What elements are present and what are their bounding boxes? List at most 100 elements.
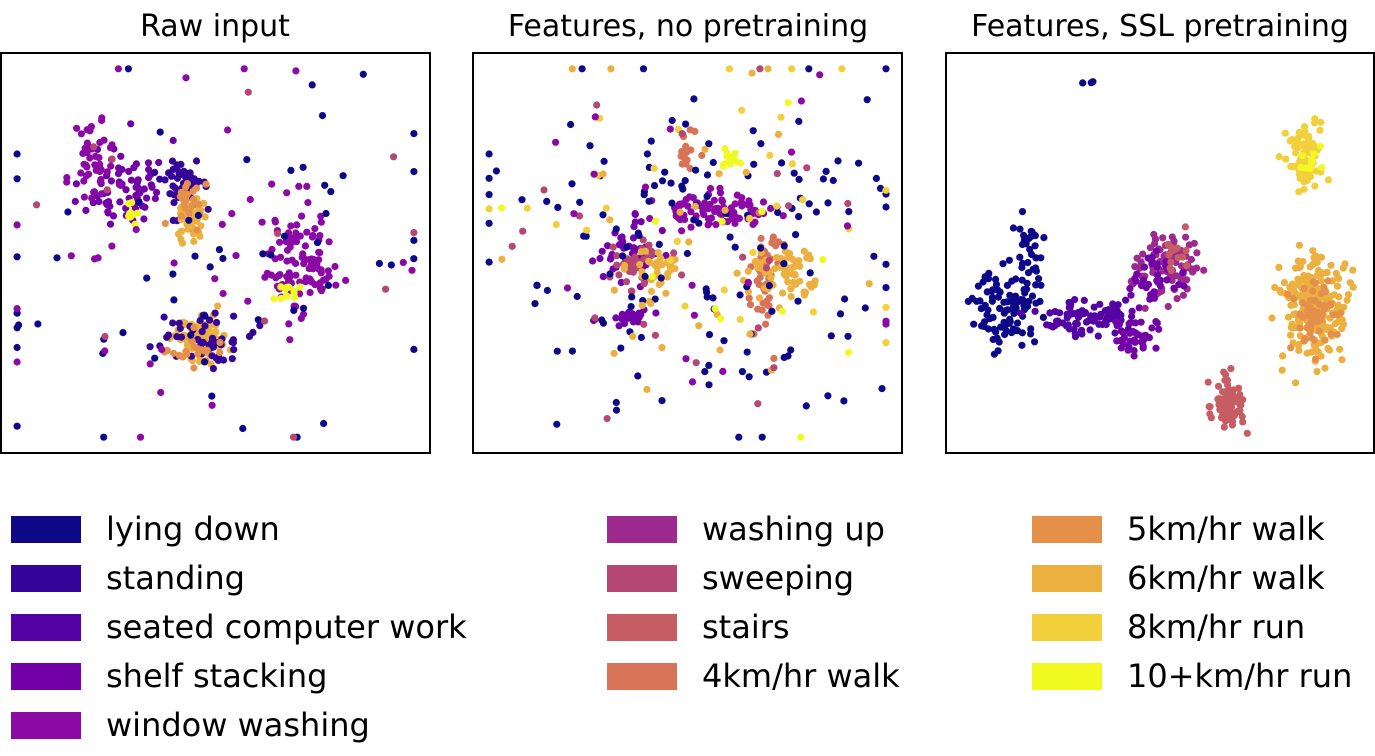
scatter-point — [285, 283, 293, 291]
scatter-point — [1268, 314, 1276, 322]
scatter-point — [1292, 379, 1300, 387]
scatter-point — [408, 266, 416, 274]
scatter-point — [155, 158, 163, 167]
scatter-point — [117, 152, 125, 160]
scatter-point — [745, 197, 753, 205]
scatter-point — [1150, 288, 1158, 296]
scatter-point — [270, 295, 278, 303]
scatter-point — [658, 227, 666, 235]
scatter-point — [1017, 309, 1025, 317]
scatter-point — [640, 320, 648, 328]
scatter-point — [729, 154, 738, 162]
scatter-point — [777, 254, 785, 262]
scatter-point — [992, 328, 1000, 336]
legend-label: 6km/hr walk — [1127, 559, 1325, 597]
scatter-point — [190, 237, 198, 245]
scatter-point — [295, 182, 303, 190]
scatter-point — [134, 184, 142, 192]
scatter-point — [591, 314, 599, 322]
scatter-point — [705, 140, 713, 148]
scatter-point — [1040, 234, 1048, 242]
scatter-point — [308, 81, 316, 89]
scatter-point — [144, 159, 153, 167]
scatter-point — [778, 307, 786, 315]
panel-1: Raw input — [0, 9, 431, 454]
scatter-point — [298, 212, 306, 220]
scatter-point — [1323, 268, 1331, 276]
scatter-point — [652, 309, 660, 317]
scatter-point — [695, 219, 703, 227]
scatter-point — [1080, 309, 1088, 317]
scatter-point — [1179, 291, 1187, 299]
legend-label: window washing — [106, 706, 370, 744]
scatter-point — [718, 196, 726, 204]
scatter-point — [795, 175, 803, 183]
scatter-point — [750, 160, 758, 168]
scatter-point — [796, 277, 804, 285]
scatter-point — [876, 184, 885, 192]
scatter-point — [1286, 331, 1295, 339]
scatter-point — [792, 231, 800, 239]
scatter-point — [145, 174, 153, 182]
scatter-point — [824, 199, 832, 207]
legend-swatch — [11, 564, 81, 592]
scatter-point — [714, 204, 722, 212]
scatter-point — [1000, 298, 1008, 306]
scatter-point — [382, 285, 390, 293]
scatter-point — [764, 301, 772, 309]
scatter-point — [718, 217, 726, 225]
scatter-point — [1027, 325, 1035, 333]
scatter-point — [684, 202, 692, 210]
scatter-point — [635, 231, 643, 240]
scatter-point — [1333, 282, 1342, 290]
scatter-point — [802, 402, 810, 410]
scatter-point — [228, 355, 236, 363]
scatter-point — [169, 319, 177, 327]
scatter-point — [1153, 319, 1161, 327]
scatter-point — [1090, 314, 1098, 322]
scatter-point — [1159, 234, 1167, 242]
scatter-point — [1343, 296, 1351, 304]
scatter-point — [1278, 366, 1286, 374]
scatter-point — [678, 182, 686, 190]
scatter-point — [882, 186, 890, 194]
scatter-point — [774, 130, 783, 138]
scatter-point — [988, 287, 996, 295]
scatter-point — [1280, 279, 1288, 287]
scatter-point — [870, 252, 878, 260]
scatter-point — [736, 315, 744, 323]
scatter-point — [132, 226, 140, 234]
scatter-point — [749, 209, 757, 218]
scatter-point — [582, 232, 590, 240]
scatter-point — [317, 218, 325, 226]
scatter-point — [1168, 233, 1176, 241]
scatter-point — [170, 199, 178, 207]
scatter-point — [780, 242, 788, 250]
scatter-point — [1124, 346, 1132, 354]
scatter-point — [267, 251, 275, 259]
scatter-point — [239, 424, 247, 433]
scatter-point — [834, 157, 842, 165]
scatter-point — [570, 210, 578, 218]
scatter-point — [1154, 271, 1162, 279]
scatter-point — [1141, 304, 1149, 312]
scatter-point — [1130, 352, 1138, 360]
legend-item: standing — [11, 559, 245, 597]
scatter-point — [116, 198, 124, 206]
scatter-point — [1006, 315, 1014, 323]
scatter-point — [613, 261, 621, 269]
scatter-point — [1305, 135, 1313, 143]
scatter-point — [589, 257, 597, 265]
scatter-point — [1310, 341, 1318, 349]
scatter-point — [1172, 272, 1180, 280]
scatter-point — [964, 297, 972, 305]
scatter-point — [13, 324, 21, 332]
scatter-point — [986, 315, 994, 323]
scatter-point — [1204, 378, 1212, 386]
scatter-point — [715, 170, 723, 178]
scatter-point — [1317, 277, 1325, 285]
scatter-point — [1166, 243, 1174, 251]
scatter-point — [769, 234, 777, 242]
scatter-point — [1157, 276, 1165, 284]
scatter-point — [77, 169, 85, 177]
